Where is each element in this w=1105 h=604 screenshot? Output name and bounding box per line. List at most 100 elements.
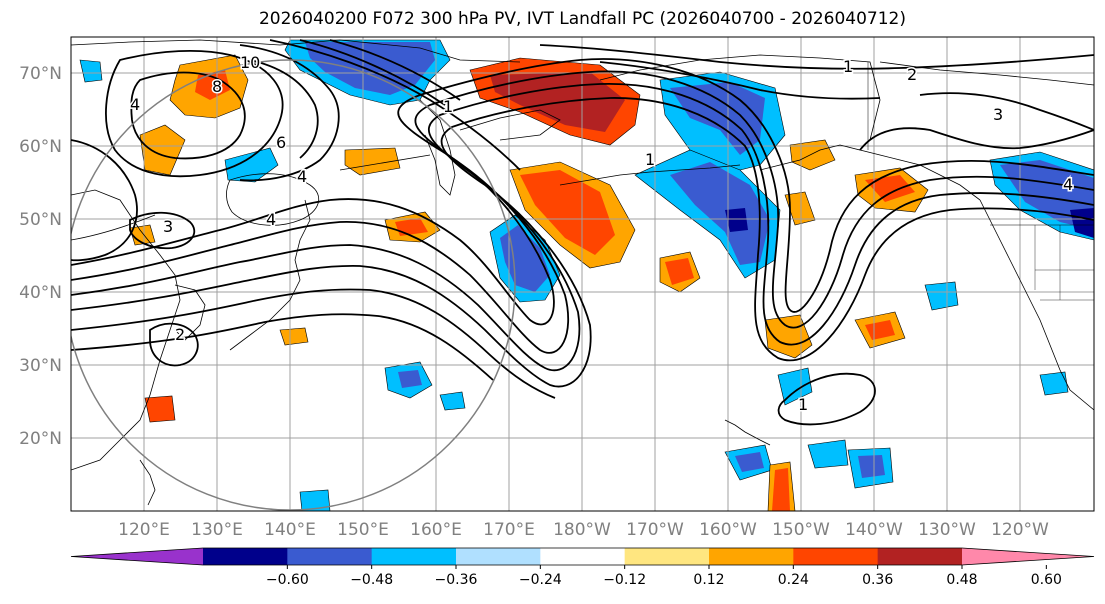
lon-label: 130°E: [191, 520, 243, 540]
colorbar-swatch: [540, 548, 626, 565]
coast-kamchatka: [419, 99, 456, 196]
map-frame: [70, 36, 1095, 512]
lat-label: 60°N: [19, 137, 62, 157]
colorbar-swatch: [287, 548, 373, 565]
coast-alaska: [599, 54, 881, 171]
lon-label: 160°E: [410, 520, 462, 540]
contour-east-3: [919, 92, 1094, 131]
colorbar-swatch: [203, 548, 288, 565]
lon-label: 170°E: [483, 520, 535, 540]
colorbar-swatch: [877, 548, 963, 565]
colorbar: −0.60 −0.48 −0.36 −0.24 −0.12 0.12 0.24 0.36 0.4…: [70, 547, 1095, 588]
lat-label: 50°N: [19, 210, 62, 230]
thin-contour-1: [226, 173, 320, 226]
contour-arctic-1: [269, 39, 521, 171]
negative-anomaly-small-sub7: [807, 439, 849, 469]
contour-hawaii: [777, 372, 876, 426]
contour-label: 3: [163, 217, 173, 236]
colorbar-swatch: [371, 548, 457, 565]
lon-label: 140°E: [264, 520, 316, 540]
map-layers: 10 8 4 6 4 3 4 2 1 1 1 1 3 2 4: [71, 37, 1094, 511]
negative-anomaly-small-sub8-core: [858, 455, 885, 478]
negative-anomaly-small-sub5: [1039, 371, 1069, 396]
longitude-labels: 120°E 130°E 140°E 150°E 160°E 170°E 180°…: [118, 520, 1049, 540]
colorbar-tick-label: −0.24: [519, 572, 562, 588]
thin-contours: [71, 154, 431, 241]
coast-hawaii: [724, 419, 771, 446]
contour-label: 3: [993, 105, 1003, 124]
contour-arctic-2: [299, 39, 446, 106]
graticule: [71, 37, 1094, 511]
contour-label: 1: [645, 150, 655, 169]
contour-ridge-1: [859, 127, 1094, 151]
negative-anomaly-canada-dark: [1070, 208, 1094, 238]
negative-anomaly-small-sub3: [777, 367, 813, 406]
negative-anomaly-small-sub4: [924, 281, 959, 311]
contour-label: 4: [266, 210, 276, 229]
contour-4: [71, 97, 1094, 388]
lon-label: 150°W: [772, 520, 830, 540]
colorbar-tick-label: 0.24: [778, 572, 809, 588]
contour-korea: [149, 322, 199, 367]
map-title: 2026040200 F072 300 hPa PV, IVT Landfall…: [258, 9, 906, 29]
lon-label: 160°W: [699, 520, 757, 540]
coast-chukotka: [459, 109, 561, 141]
colorbar-extend-low: [71, 548, 203, 565]
colorbar-tick-label: −0.48: [350, 572, 393, 588]
colorbar-tick-label: 0.12: [693, 572, 724, 588]
positive-anomaly-small-2: [344, 147, 401, 176]
negative-anomaly-gulf-dark: [725, 208, 748, 232]
coast-philippines: [139, 459, 156, 506]
contour-1: [71, 58, 1094, 326]
contour-label: 1: [843, 57, 853, 76]
positive-anomaly-hawaii-north-core: [665, 258, 694, 285]
contour-5: [71, 288, 556, 399]
lon-label: 120°W: [991, 520, 1049, 540]
negative-anomaly-canada-core: [1000, 160, 1094, 230]
positive-anomaly-nw-canada-core: [865, 175, 915, 202]
contour-east-2: [599, 61, 881, 100]
negative-anomaly-small-sub2: [439, 391, 466, 411]
colorbar-tick-label: −0.60: [266, 572, 309, 588]
coast-bc: [979, 199, 1094, 411]
contour-label: 1: [798, 395, 808, 414]
latitude-labels: 70°N 60°N 50°N 40°N 30°N 20°N: [19, 64, 62, 449]
contour-2: [71, 70, 1094, 354]
negative-anomaly-small-sub6-core: [735, 452, 764, 472]
positive-anomaly-hawaii-south-core: [772, 468, 790, 511]
lat-label: 40°N: [19, 283, 62, 303]
positive-anomaly-south-china: [144, 395, 176, 423]
landfall-radius-circle: [71, 59, 516, 511]
colorbar-swatch: [793, 548, 879, 565]
negative-anomaly-central-pacific-core: [500, 225, 550, 292]
contour-label: 4: [1063, 175, 1073, 194]
contour-label: 2: [907, 65, 917, 84]
lon-label: 140°W: [845, 520, 903, 540]
contour-label: 4: [297, 167, 307, 186]
lon-label: 170°W: [626, 520, 684, 540]
positive-anomaly-central-pacific-core: [520, 170, 615, 255]
contour-label: 4: [130, 95, 140, 114]
negative-anomaly-small-sub9: [299, 489, 331, 511]
lat-label: 70°N: [19, 64, 62, 84]
lat-label: 20°N: [19, 429, 62, 449]
colorbar-tick-label: −0.12: [603, 572, 646, 588]
contour-west-3: [129, 211, 196, 250]
thin-contour-3: [339, 154, 431, 171]
lon-label: 120°E: [118, 520, 170, 540]
negative-anomaly-small-west: [79, 59, 103, 83]
positive-anomaly-small-1: [129, 224, 156, 246]
lon-label: 130°W: [918, 520, 976, 540]
colorbar-tick-label: 0.48: [946, 572, 977, 588]
contours: [71, 39, 1094, 426]
contour-label-group: 10 8 4 6 4 3 4 2 1 1 1 1 3 2 4: [129, 52, 1075, 416]
colorbar-swatch: [456, 548, 541, 565]
contour-arctic-3: [329, 39, 461, 101]
lat-label: 30°N: [19, 356, 62, 376]
contour-6: [71, 313, 494, 381]
negative-anomaly-arctic-core: [305, 42, 435, 95]
lon-label: 150°E: [337, 520, 389, 540]
coast-aleutians: [559, 164, 741, 186]
lon-label: 180°W: [553, 520, 611, 540]
